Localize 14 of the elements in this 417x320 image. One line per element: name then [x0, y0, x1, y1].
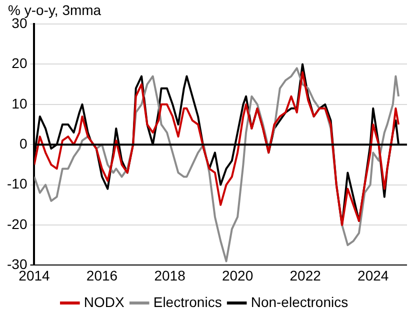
y-tick-label: 20	[12, 55, 28, 72]
x-tick-label: 2020	[222, 267, 254, 284]
y-tick-label: 10	[12, 95, 28, 112]
x-tick-label: 2018	[154, 267, 186, 284]
legend-label: Non-electronics	[250, 294, 348, 310]
x-tick-label: 2016	[86, 267, 118, 284]
legend-label: NODX	[84, 294, 126, 310]
x-tick-label: 2024	[358, 267, 389, 284]
y-axis-title: % y-o-y, 3mma	[8, 2, 102, 18]
y-tick-label: -20	[7, 216, 28, 232]
y-tick-label: 0	[19, 135, 28, 152]
legend-label: Electronics	[153, 294, 222, 310]
x-tick-label: 2022	[290, 267, 322, 284]
y-tick-label: -10	[7, 176, 28, 192]
